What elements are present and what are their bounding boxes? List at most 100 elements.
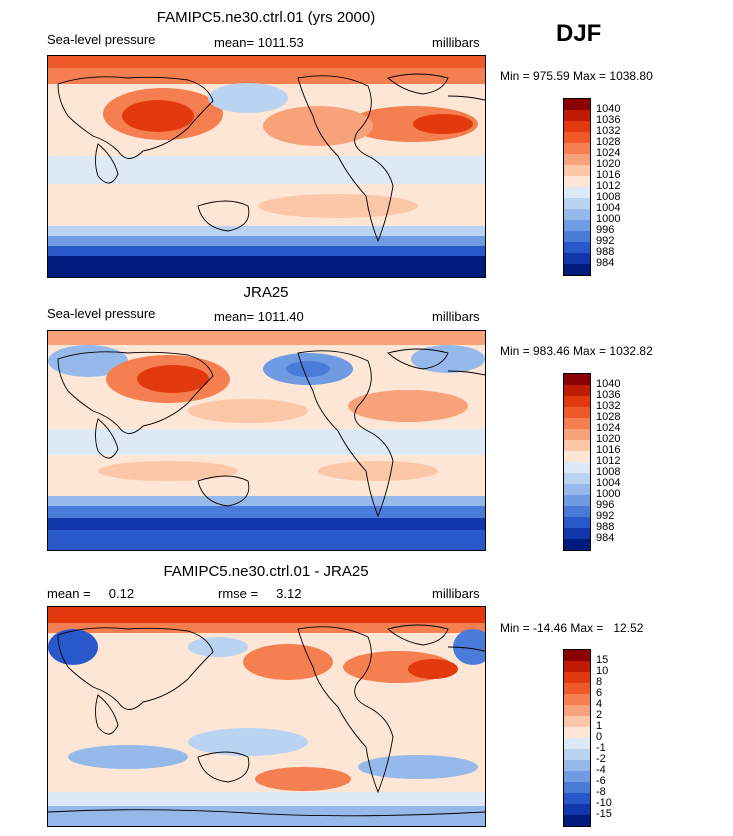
colorbar-swatch [564,727,590,738]
colorbar-swatch [564,440,590,451]
colorbar-label: 984 [596,257,615,269]
colorbar-label: 988 [596,246,615,258]
colorbar-swatch [564,661,590,672]
panel-2-right-label: millibars [432,309,480,324]
colorbar-label: 8 [596,676,603,688]
colorbar-label: 1004 [596,202,621,214]
colorbar-swatch [564,396,590,407]
colorbar-swatch [564,110,590,121]
panel-3-min-max: Min = -14.46 Max = 12.52 [500,621,644,635]
panel-2-center-label: mean= 1011.40 [214,309,304,324]
colorbar-label: 988 [596,521,615,533]
colorbar-swatch [564,209,590,220]
coastlines [48,624,485,817]
siberian-high-inner [122,100,194,132]
colorbar-swatch [564,143,590,154]
colorbar-swatch [564,760,590,771]
south-band-2 [48,806,485,826]
colorbar-label: 1020 [596,433,621,445]
south-band-1 [48,496,485,506]
colorbar-swatch [564,705,590,716]
south-pacific-high [258,194,418,218]
colorbar-label: 1 [596,720,603,732]
colorbar-label: 1016 [596,169,621,181]
colorbar-swatch [564,672,590,683]
north-atlantic-negative [48,629,98,665]
colorbar-swatch [564,165,590,176]
colorbar-swatch [564,253,590,264]
colorbar-swatch [564,429,590,440]
colorbar-label: -15 [596,808,612,820]
panel-1-center-label: mean= 1011.53 [214,35,304,50]
panel-2-title: JRA25 [243,284,289,301]
panel-2-map-svg [48,331,485,550]
colorbar-label: 996 [596,224,615,236]
panel-3-center-label: rmse = 3.12 [218,586,302,601]
colorbar-swatch [564,418,590,429]
central-asia-neutral [125,649,181,681]
colorbar-swatch [564,187,590,198]
panel-1-title: FAMIPC5.ne30.ctrl.01 (yrs 2000) [156,9,376,26]
colorbar-swatch [564,782,590,793]
aleutian-low-core [286,361,330,377]
arctic-band [48,331,485,345]
panel-2-map [47,330,486,551]
colorbar-swatch [564,539,590,550]
colorbar-swatch [564,771,590,782]
south-atlantic-high [318,461,438,481]
colorbar-label: 1020 [596,158,621,170]
colorbar-swatch [564,495,590,506]
colorbar-label: -6 [596,775,606,787]
colorbar-label: 1040 [596,378,621,390]
south-band-3 [48,518,485,530]
colorbar-label: 1008 [596,466,621,478]
colorbar-swatch [564,121,590,132]
indian-ocean-high [98,461,238,481]
colorbar-swatch [564,198,590,209]
colorbar-label: 1036 [596,114,621,126]
pacific-ridge [188,399,308,423]
colorbar-label: 1024 [596,422,621,434]
colorbar-label: 1036 [596,389,621,401]
panel-3-map-svg [48,607,485,826]
panel-2-colorbar [563,373,591,551]
colorbar-swatch [564,176,590,187]
panel-2-left-label: Sea-level pressure [47,306,156,321]
arctic-band [48,56,485,68]
siberia-negative [188,637,248,657]
south-band-1 [48,792,485,806]
colorbar-label: 1028 [596,136,621,148]
south-band-4 [48,530,485,550]
season-label: DJF [556,20,602,47]
panel-1-colorbar [563,98,591,276]
colorbar-swatch [564,374,590,385]
colorbar-label: 1004 [596,477,621,489]
north-atlantic-negative-east [453,629,485,665]
tropical-band [48,156,485,184]
colorbar-swatch [564,385,590,396]
colorbar-swatch [564,650,590,661]
colorbar-label: 15 [596,654,609,666]
colorbar-swatch [564,99,590,110]
icelandic-low-east [411,345,485,373]
colorbar-swatch [564,506,590,517]
colorbar-label: 10 [596,665,609,677]
colorbar-label: 1012 [596,180,621,192]
panel-1-right-label: millibars [432,35,480,50]
icelandic-low [48,345,128,377]
colorbar-swatch [564,694,590,705]
colorbar-swatch [564,407,590,418]
siberian-high-inner [137,365,209,393]
panel-1-map [47,55,486,278]
map-background [48,607,485,826]
south-indian-negative [68,745,188,769]
colorbar-label: -8 [596,786,606,798]
colorbar-swatch [564,264,590,275]
panel-1-map-svg [48,56,485,277]
colorbar-swatch [564,451,590,462]
colorbar-label: 1000 [596,488,621,500]
colorbar-label: -4 [596,764,606,776]
arctic-band [48,607,485,623]
north-atlantic-positive-core [408,659,458,679]
colorbar-label: 0 [596,731,603,743]
